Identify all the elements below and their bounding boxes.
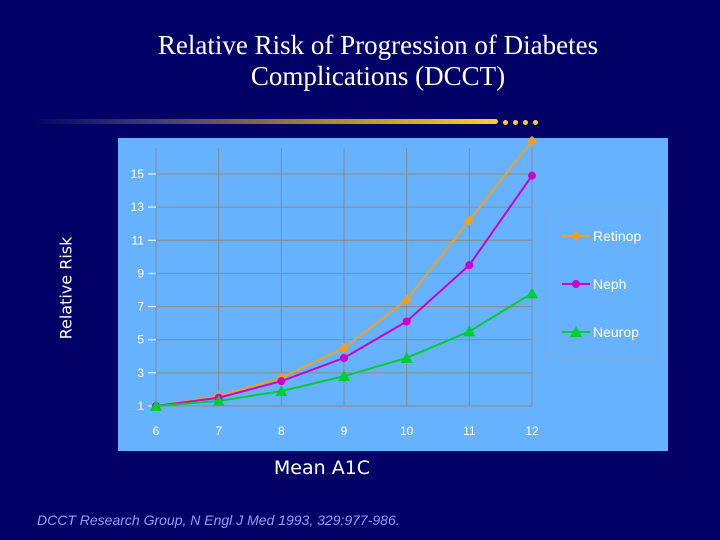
- y-tick-label: 3: [137, 366, 144, 380]
- citation: DCCT Research Group, N Engl J Med 1993, …: [37, 512, 400, 528]
- data-point-neurop: [400, 351, 413, 363]
- x-tick-label: 8: [278, 424, 285, 438]
- x-tick-label: 7: [215, 424, 222, 438]
- y-tick-label: 11: [132, 233, 145, 247]
- data-point-neurop: [212, 395, 225, 407]
- y-tick-label: 15: [131, 167, 145, 181]
- data-point-retinop: [464, 215, 475, 226]
- slide-title: Relative Risk of Progression of Diabetes…: [0, 30, 720, 92]
- legend-marker-retinop: [571, 231, 581, 241]
- data-point-neph: [340, 353, 348, 362]
- x-tick-label: 6: [153, 424, 160, 438]
- x-tick-label: 10: [400, 424, 414, 438]
- x-tick-label: 12: [525, 424, 539, 438]
- legend-label: Retinop: [593, 228, 641, 244]
- x-tick-label: 9: [341, 424, 348, 438]
- data-point-retinop: [339, 343, 349, 353]
- decorative-dot: [533, 120, 538, 125]
- y-tick-label: 7: [137, 300, 144, 314]
- data-point-neurop: [526, 287, 538, 299]
- data-point-neurop: [338, 370, 350, 382]
- slide-title-line-1: Relative Risk of Progression of Diabetes: [157, 30, 599, 60]
- data-point-neurop: [463, 325, 476, 337]
- data-point-neurop: [275, 385, 288, 397]
- legend-label: Neph: [593, 276, 626, 292]
- legend-box: [545, 207, 659, 359]
- data-point-neph: [277, 377, 286, 386]
- decorative-dot: [523, 120, 528, 125]
- y-tick-label: 5: [137, 333, 144, 347]
- x-tick-label: 11: [463, 424, 476, 438]
- data-point-neph: [528, 171, 536, 180]
- data-point-neurop: [150, 400, 162, 411]
- data-point-retinop: [401, 294, 412, 305]
- y-tick-label: 1: [137, 399, 144, 413]
- y-tick-label: 9: [137, 266, 144, 280]
- decorative-dot: [503, 120, 508, 125]
- data-point-neph: [402, 317, 411, 326]
- legend-marker-neurop: [570, 326, 582, 337]
- decorative-rule: [28, 119, 498, 124]
- x-axis-label: Mean A1C: [273, 457, 371, 479]
- data-point-retinop: [527, 135, 537, 146]
- y-axis-label: Relative Risk: [56, 236, 76, 340]
- y-tick-label: 13: [131, 200, 145, 214]
- legend-marker-neph: [572, 280, 580, 288]
- decorative-dot: [513, 120, 518, 125]
- data-point-neph: [465, 261, 474, 270]
- slide-title-line-2: Complications (DCCT): [250, 61, 506, 91]
- legend-label: Neurop: [593, 324, 639, 340]
